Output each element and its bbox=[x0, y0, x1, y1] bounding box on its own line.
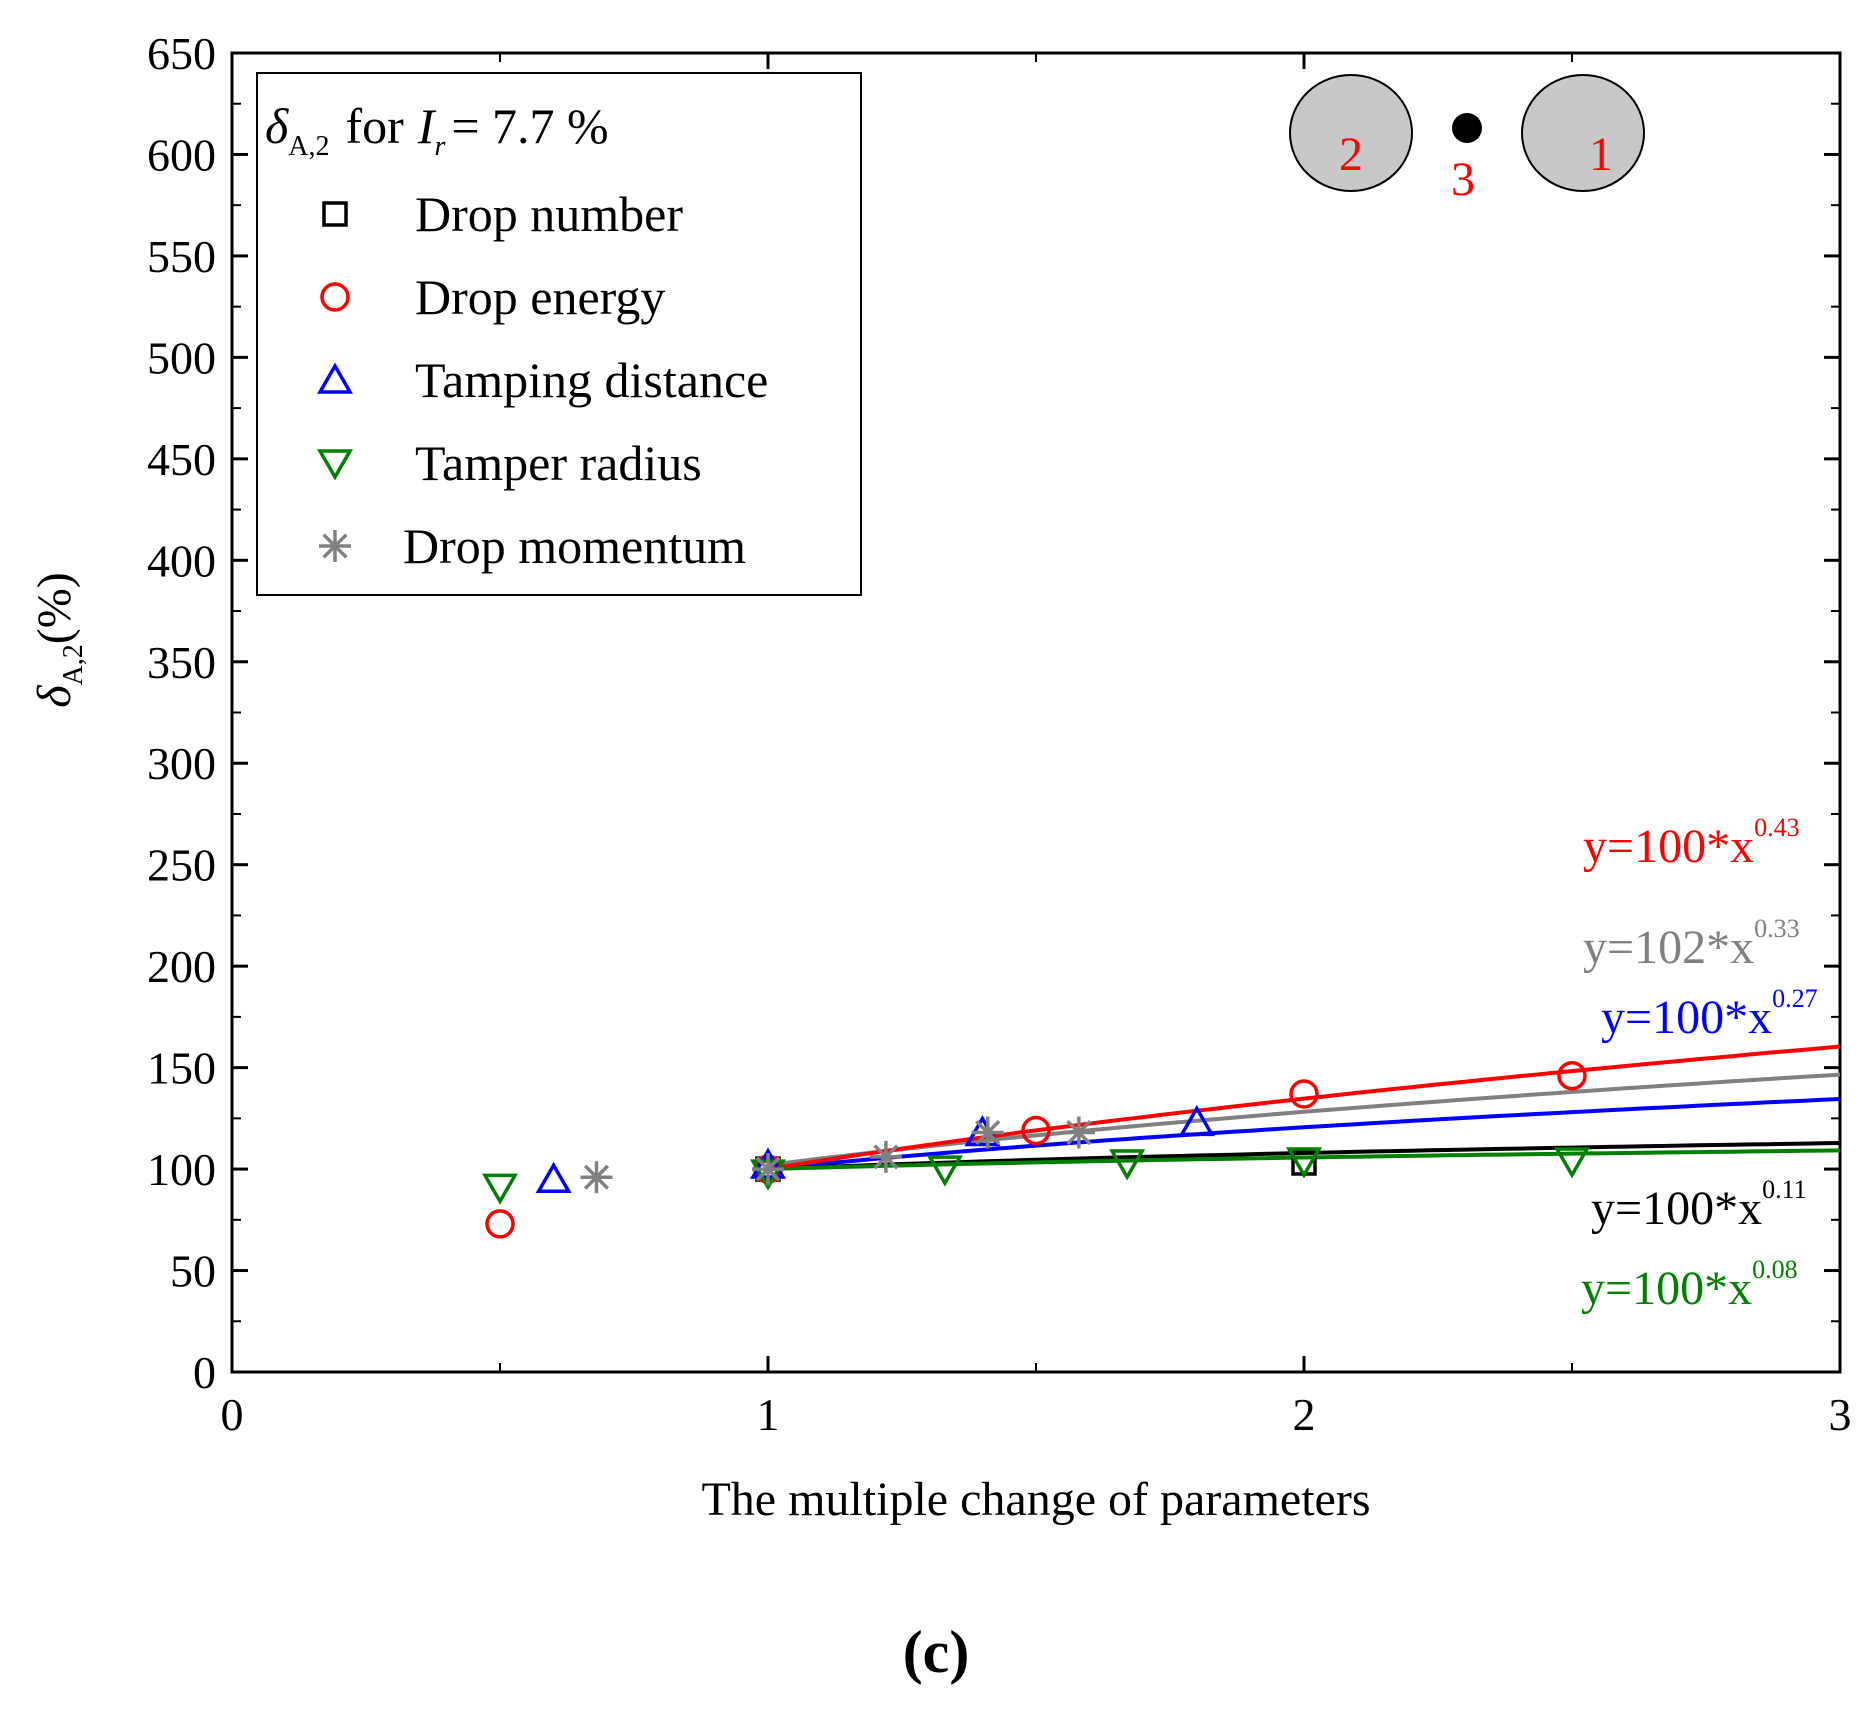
fit-equation-tamper-radius: y=100*x0.08 bbox=[1581, 1255, 1798, 1315]
legend-marker-tamper-radius bbox=[316, 449, 354, 481]
y-tick-label: 0 bbox=[193, 1347, 216, 1398]
marker-tamper-radius bbox=[1285, 1147, 1323, 1179]
marker-drop-energy bbox=[1021, 1115, 1051, 1146]
marker-tamper-radius bbox=[1553, 1147, 1591, 1179]
marker-drop-energy bbox=[1289, 1079, 1319, 1109]
x-tick-label: 2 bbox=[1293, 1389, 1316, 1440]
tamping-point-1-circle bbox=[1521, 74, 1645, 192]
y-tick-label: 350 bbox=[147, 637, 216, 688]
figure-label: (c) bbox=[903, 1619, 970, 1685]
y-tick-label: 200 bbox=[147, 941, 216, 992]
legend: δA,2 for Ir = 7.7 % Drop number Drop energy T… bbox=[256, 72, 862, 596]
legend-label-drop-energy: Drop energy bbox=[415, 269, 665, 325]
legend-box bbox=[256, 72, 862, 596]
marker-tamper-radius bbox=[1109, 1149, 1146, 1181]
marker-drop-momentum bbox=[971, 1116, 1004, 1149]
y-tick-label: 650 bbox=[147, 28, 216, 79]
data-markers bbox=[481, 1060, 1591, 1239]
marker-drop-momentum bbox=[580, 1161, 613, 1194]
fit-line-tamper-radius bbox=[767, 1148, 1841, 1172]
y-tick-label: 600 bbox=[147, 129, 216, 180]
legend-title: δA,2 for Ir = 7.7 % bbox=[265, 98, 609, 162]
tamping-layout-inset: 2 1 3 bbox=[1289, 74, 1645, 206]
measuring-point-3-dot bbox=[1452, 113, 1482, 143]
marker-tamping-distance bbox=[535, 1161, 572, 1193]
x-tick-label: 3 bbox=[1829, 1389, 1852, 1440]
y-tick-label: 100 bbox=[147, 1144, 216, 1195]
y-tick-label: 400 bbox=[147, 535, 216, 586]
y-tick-label: 50 bbox=[170, 1246, 216, 1297]
legend-entries: Drop number Drop energy Tamping distance Ta… bbox=[316, 186, 768, 574]
marker-drop-momentum bbox=[752, 1153, 784, 1186]
marker-drop-momentum bbox=[1062, 1116, 1095, 1149]
fit-equation-drop-momentum: y=102*x0.33 bbox=[1583, 914, 1800, 974]
y-tick-label: 550 bbox=[147, 231, 216, 282]
fit-equation-tamping-distance: y=100*x0.27 bbox=[1601, 984, 1818, 1044]
fit-equation-drop-number: y=100*x0.11 bbox=[1591, 1175, 1807, 1235]
legend-label-drop-momentum: Drop momentum bbox=[403, 518, 746, 574]
x-axis-label: The multiple change of parameters bbox=[701, 1473, 1370, 1526]
legend-marker-drop-number bbox=[322, 201, 348, 227]
axis-ticks: 0 50 100 150 200 250 300 350 400 450 500 550 600 650 0… bbox=[147, 28, 1852, 1440]
legend-marker-drop-momentum bbox=[319, 530, 351, 562]
marker-drop-momentum bbox=[869, 1140, 902, 1173]
measuring-point-3-label: 3 bbox=[1451, 153, 1475, 206]
y-tick-label: 300 bbox=[147, 738, 216, 789]
tamping-point-2-label: 2 bbox=[1339, 128, 1363, 181]
fit-line-drop-energy bbox=[767, 1044, 1841, 1172]
tamping-point-1-label: 1 bbox=[1589, 128, 1613, 181]
legend-marker-drop-energy bbox=[320, 282, 350, 312]
fit-equation-drop-energy: y=100*x0.43 bbox=[1583, 813, 1800, 873]
legend-marker-tamping-distance bbox=[316, 362, 354, 394]
legend-label-tamping-distance: Tamping distance bbox=[415, 352, 768, 408]
fit-equations: y=100*x0.11 y=100*x0.43 y=100*x0.27 y=100*x… bbox=[1581, 813, 1818, 1315]
fit-line-tamping-distance bbox=[767, 1097, 1841, 1172]
x-tick-label: 0 bbox=[221, 1389, 244, 1440]
marker-drop-energy bbox=[485, 1209, 515, 1239]
marker-tamper-radius bbox=[481, 1173, 519, 1205]
marker-tamping-distance bbox=[1178, 1104, 1215, 1137]
marker-drop-energy bbox=[1557, 1060, 1587, 1091]
marker-tamper-radius bbox=[926, 1155, 963, 1187]
y-tick-label: 500 bbox=[147, 332, 216, 383]
tamping-point-2-circle bbox=[1289, 74, 1413, 192]
y-tick-label: 150 bbox=[147, 1043, 216, 1094]
x-tick-label: 1 bbox=[757, 1389, 780, 1440]
y-axis-label: δA,2(%) bbox=[28, 572, 89, 708]
y-tick-label: 250 bbox=[147, 840, 216, 891]
legend-label-tamper-radius: Tamper radius bbox=[415, 435, 702, 491]
y-tick-label: 450 bbox=[147, 434, 216, 485]
legend-label-drop-number: Drop number bbox=[415, 186, 683, 242]
